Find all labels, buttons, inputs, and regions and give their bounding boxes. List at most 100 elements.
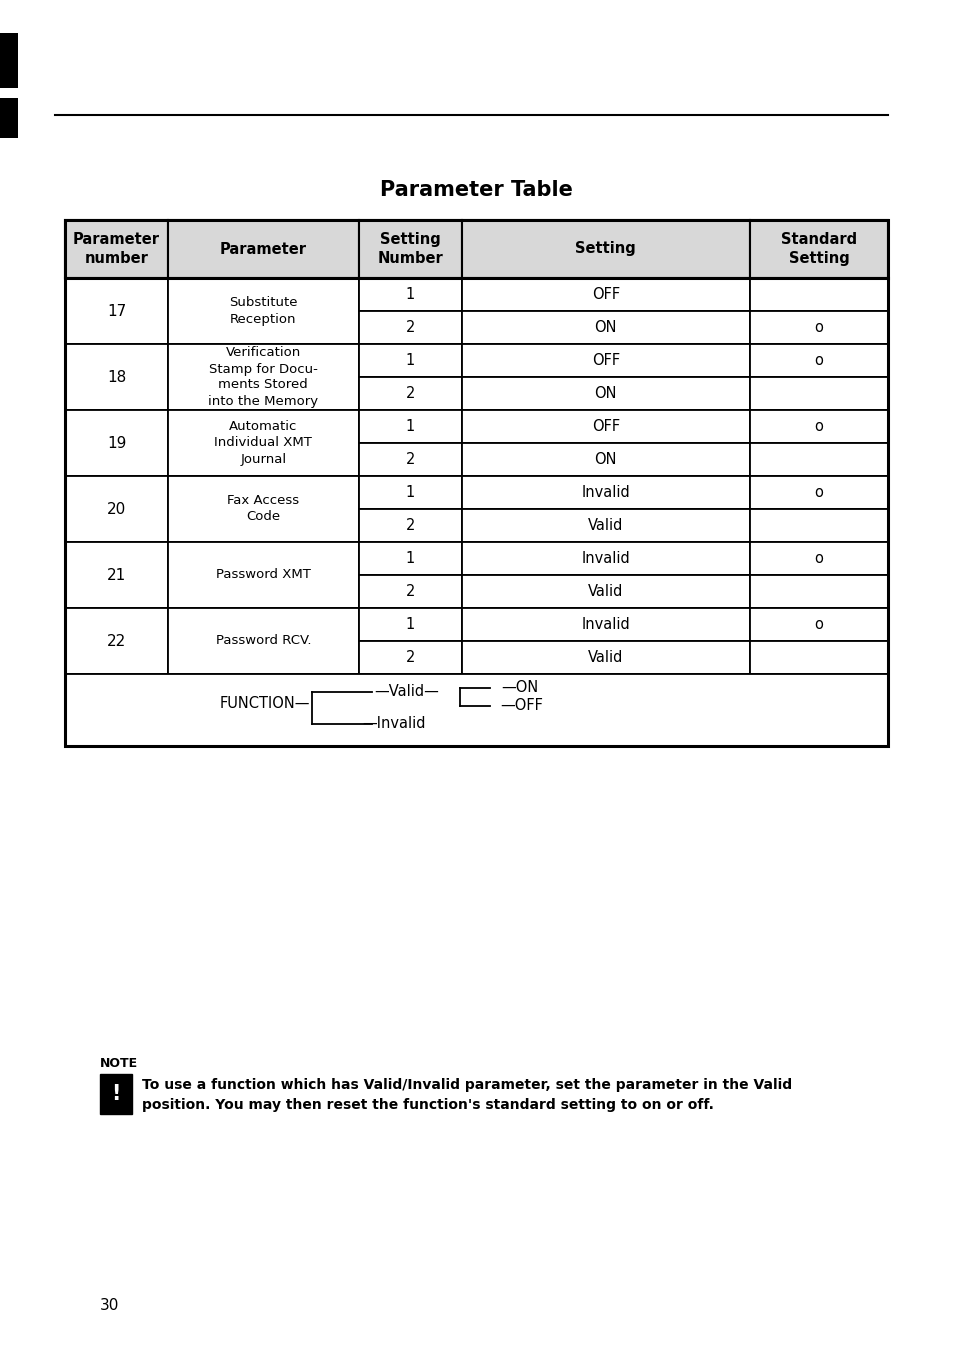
Bar — [358, 345, 461, 377]
Bar — [461, 345, 749, 377]
Bar — [461, 641, 749, 674]
Bar — [0, 98, 18, 139]
Bar — [461, 411, 749, 443]
Bar — [461, 509, 749, 542]
Bar — [358, 476, 461, 509]
Bar — [749, 443, 887, 476]
Text: !: ! — [112, 1084, 121, 1104]
Text: 2: 2 — [405, 650, 415, 665]
Bar — [461, 311, 749, 345]
Bar — [461, 377, 749, 411]
Bar — [65, 476, 168, 542]
Text: Parameter
number: Parameter number — [73, 233, 160, 265]
Text: Parameter: Parameter — [219, 241, 307, 257]
Bar — [358, 641, 461, 674]
Bar — [65, 674, 887, 746]
Bar — [749, 608, 887, 641]
Bar — [358, 509, 461, 542]
Text: 21: 21 — [107, 568, 126, 583]
Bar — [358, 542, 461, 575]
Bar — [65, 219, 887, 746]
Bar — [749, 377, 887, 411]
Text: ON: ON — [594, 452, 617, 467]
Bar — [461, 608, 749, 641]
Text: —OFF: —OFF — [500, 699, 543, 713]
Text: 2: 2 — [405, 452, 415, 467]
Bar — [749, 311, 887, 345]
Text: 1: 1 — [405, 551, 415, 567]
Text: 1: 1 — [405, 287, 415, 302]
Text: Setting
Number: Setting Number — [376, 233, 442, 265]
Text: o: o — [814, 551, 822, 567]
Bar — [358, 575, 461, 608]
Bar — [168, 411, 358, 476]
Bar — [358, 443, 461, 476]
Text: 19: 19 — [107, 436, 126, 451]
Bar — [168, 345, 358, 411]
Bar — [358, 377, 461, 411]
Text: Valid: Valid — [587, 518, 623, 533]
Bar — [65, 279, 168, 345]
Bar — [358, 279, 461, 311]
Bar — [0, 34, 18, 87]
Text: Valid: Valid — [587, 650, 623, 665]
Bar — [749, 279, 887, 311]
Bar — [461, 443, 749, 476]
Text: Fax Access
Code: Fax Access Code — [227, 494, 299, 524]
Text: 2: 2 — [405, 584, 415, 599]
Text: 1: 1 — [405, 485, 415, 499]
Bar — [65, 411, 168, 476]
Text: —Valid—: —Valid— — [375, 685, 439, 700]
Bar — [100, 1074, 132, 1114]
Text: Setting: Setting — [575, 241, 636, 257]
Text: —ON: —ON — [501, 681, 538, 696]
Text: 22: 22 — [107, 634, 126, 649]
Bar — [65, 219, 168, 279]
Bar — [749, 575, 887, 608]
Text: OFF: OFF — [591, 419, 619, 433]
Bar — [358, 219, 461, 279]
Text: —Invalid: —Invalid — [362, 716, 425, 731]
Text: 20: 20 — [107, 502, 126, 517]
Bar — [749, 219, 887, 279]
Text: Standard
Setting: Standard Setting — [781, 233, 856, 265]
Text: Verification
Stamp for Docu-
ments Stored
into the Memory: Verification Stamp for Docu- ments Store… — [208, 346, 318, 408]
Bar — [168, 279, 358, 345]
Bar — [749, 411, 887, 443]
Text: Password RCV.: Password RCV. — [215, 634, 311, 647]
Bar — [358, 311, 461, 345]
Text: To use a function which has Valid/Invalid parameter, set the parameter in the Va: To use a function which has Valid/Invali… — [142, 1078, 791, 1112]
Text: Valid: Valid — [587, 584, 623, 599]
Text: Invalid: Invalid — [580, 616, 630, 633]
Bar — [461, 542, 749, 575]
Bar — [461, 279, 749, 311]
Bar — [168, 542, 358, 608]
Bar — [65, 608, 168, 674]
Bar — [749, 509, 887, 542]
Text: o: o — [814, 320, 822, 335]
Text: Substitute
Reception: Substitute Reception — [229, 296, 297, 326]
Text: 17: 17 — [107, 303, 126, 319]
Text: Automatic
Individual XMT
Journal: Automatic Individual XMT Journal — [214, 420, 312, 466]
Text: FUNCTION—: FUNCTION— — [219, 696, 310, 712]
Bar — [461, 219, 749, 279]
Text: 1: 1 — [405, 353, 415, 367]
Bar — [168, 219, 358, 279]
Bar — [461, 575, 749, 608]
Bar — [358, 608, 461, 641]
Text: o: o — [814, 419, 822, 433]
Text: Password XMT: Password XMT — [215, 568, 311, 581]
Bar — [65, 345, 168, 411]
Text: o: o — [814, 616, 822, 633]
Bar — [461, 476, 749, 509]
Text: Parameter Table: Parameter Table — [379, 180, 573, 201]
Bar — [749, 345, 887, 377]
Text: 30: 30 — [100, 1298, 119, 1312]
Bar — [749, 476, 887, 509]
Text: o: o — [814, 353, 822, 367]
Bar — [749, 542, 887, 575]
Text: Invalid: Invalid — [580, 485, 630, 499]
Text: Invalid: Invalid — [580, 551, 630, 567]
Text: OFF: OFF — [591, 353, 619, 367]
Text: ON: ON — [594, 386, 617, 401]
